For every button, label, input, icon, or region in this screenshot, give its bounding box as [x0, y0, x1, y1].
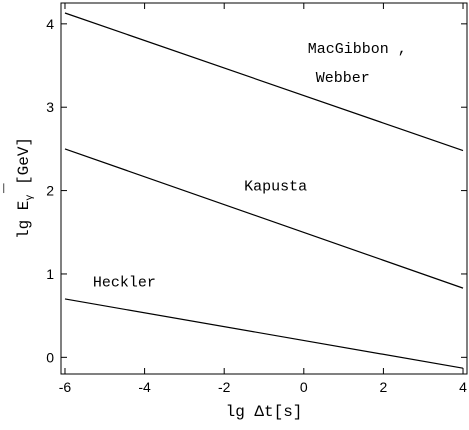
svg-text:lg Eγ [GeV]: lg Eγ [GeV]	[15, 137, 36, 239]
series-group	[64, 12, 464, 369]
series-line-2	[64, 148, 464, 289]
y-tick-label: 0	[46, 349, 54, 365]
series-line-3	[64, 298, 464, 369]
y-tick-label: 3	[46, 99, 54, 115]
x-tick-label: -4	[138, 379, 151, 395]
annotation-label: Heckler	[93, 274, 156, 291]
x-tick-label: 2	[380, 379, 388, 395]
annotations: MacGibbon , Webber Kapusta Heckler	[93, 41, 407, 291]
y-axis-title-suffix: [GeV]	[15, 137, 33, 195]
ticks: -6 -4 -2 0 2 4 0 1 2 3 4	[46, 3, 467, 395]
x-tick-label: 4	[459, 379, 467, 395]
y-axis-title-bar: ¯	[3, 183, 21, 194]
annotation-label: MacGibbon ,	[308, 41, 407, 58]
y-tick-label: 2	[46, 183, 54, 199]
y-axis-title-symbol: E	[15, 201, 33, 211]
plot-frame	[60, 2, 468, 375]
series-line-1	[64, 12, 464, 152]
x-axis-title: lg Δt[s]	[226, 403, 303, 421]
annotation-label: Webber	[316, 70, 370, 87]
y-tick-label: 4	[46, 16, 54, 32]
y-axis-title-prefix: lg	[15, 210, 33, 239]
y-tick-label: 1	[46, 266, 54, 282]
y-axis-title-subscript: γ	[25, 195, 36, 201]
x-tick-label: -6	[59, 379, 72, 395]
x-tick-label: 0	[300, 379, 308, 395]
y-axis-title: lg Eγ [GeV] ¯	[3, 137, 36, 239]
x-tick-label: -2	[218, 379, 231, 395]
annotation-label: Kapusta	[244, 179, 307, 196]
